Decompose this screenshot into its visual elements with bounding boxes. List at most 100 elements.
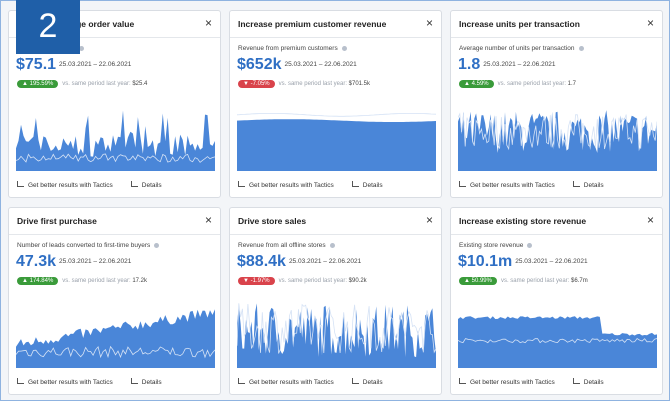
arrow: ▲ xyxy=(22,278,30,284)
tactics-text: Get better results with Tactics xyxy=(470,379,555,386)
close-button[interactable]: × xyxy=(425,213,433,227)
comparison-value: $6.7m xyxy=(571,278,588,284)
icon xyxy=(572,378,580,384)
details-link[interactable]: Details xyxy=(351,181,383,189)
period: 25.03.2021 – 22.06.2021 xyxy=(59,61,132,68)
info-icon xyxy=(527,242,533,248)
close-button[interactable]: × xyxy=(646,213,654,227)
tactics-link[interactable]: Get better results with Tactics xyxy=(17,181,113,189)
card-title: Drive store sales xyxy=(238,216,307,226)
value-text: 47.3k xyxy=(16,253,57,270)
close-button[interactable]: × xyxy=(204,213,212,227)
sparkline xyxy=(16,309,215,368)
icon xyxy=(130,181,138,187)
kpi-card: Increase existing store revenue × Existing… xyxy=(450,207,663,395)
metric-label: Average number of units per transaction xyxy=(459,45,584,52)
period: 25.03.2021 – 22.06.2021 xyxy=(483,61,556,68)
icon xyxy=(238,181,245,187)
change-text: 50.99% xyxy=(471,278,492,284)
kpi-card: Increase premium customer revenue × Revenu… xyxy=(229,10,442,198)
comparison-value: 17.2k xyxy=(132,278,148,284)
details-link[interactable]: Details xyxy=(572,378,604,386)
close-button[interactable]: × xyxy=(646,16,654,30)
metric-value: $652k 25.03.2021 – 22.06.2021 xyxy=(237,56,357,74)
close-button[interactable]: × xyxy=(204,16,212,30)
comparison-label: vs. same period last year: xyxy=(500,278,570,284)
details-link[interactable]: Details xyxy=(572,181,604,189)
tactics-link[interactable]: Get better results with Tactics xyxy=(459,378,555,386)
divider xyxy=(230,37,441,38)
kpi-card: Drive first purchase × Number of leads con… xyxy=(8,207,221,395)
tactics-text: Get better results with Tactics xyxy=(249,182,334,189)
sparkline xyxy=(237,303,436,368)
kpi-card: Increase average order value×Average ord… xyxy=(8,10,221,198)
card-footer: Get better results with Tactics Details xyxy=(17,378,180,386)
metric-value: $10.1m 25.03.2021 – 22.06.2021 xyxy=(458,253,588,271)
comparison: ▼ -1.97% vs. same period last year: $90.2… xyxy=(238,277,367,285)
details-link[interactable]: Details xyxy=(130,181,162,189)
icon xyxy=(351,181,359,187)
details-link[interactable]: Details xyxy=(130,378,162,386)
area xyxy=(16,309,215,368)
kpi-card: Drive store sales × Revenue from all offli… xyxy=(229,207,442,395)
info-icon xyxy=(154,242,160,248)
metric-label: Revenue from all offline stores xyxy=(238,242,335,249)
comparison-value: 1.7 xyxy=(567,81,577,87)
details-text: Details xyxy=(583,379,604,386)
arrow: ▼ xyxy=(243,81,251,87)
comparison: ▲ 195.59% vs. same period last year: $25.… xyxy=(17,80,147,88)
arrow: ▲ xyxy=(464,81,472,87)
change-badge: ▼ -7.05% xyxy=(238,80,275,88)
details-text: Details xyxy=(362,182,383,189)
icon xyxy=(17,378,24,384)
metric-value: $88.4k 25.03.2021 – 22.06.2021 xyxy=(237,253,361,271)
step-badge: 2 xyxy=(16,0,80,54)
icon xyxy=(459,378,466,384)
value-text: $75.1 xyxy=(16,56,57,73)
metric-label-text: Revenue from all offline stores xyxy=(238,242,326,249)
arrow: ▲ xyxy=(22,81,30,87)
last-year-line xyxy=(16,345,215,359)
tactics-text: Get better results with Tactics xyxy=(249,379,334,386)
comparison: ▼ -7.05% vs. same period last year: $701.… xyxy=(238,80,370,88)
tactics-link[interactable]: Get better results with Tactics xyxy=(238,181,334,189)
comparison-label: vs. same period last year: xyxy=(62,81,131,87)
metric-label-text: Number of leads converted to first-time … xyxy=(17,242,151,249)
sparkline xyxy=(237,113,436,171)
details-text: Details xyxy=(583,182,604,189)
info-icon xyxy=(79,45,85,51)
card-title: Increase units per transaction xyxy=(459,19,580,29)
card-footer: Get better results with Tactics Details xyxy=(17,181,180,189)
metric-label: Existing store revenue xyxy=(459,242,533,249)
value-text: $652k xyxy=(237,56,282,73)
sparkline xyxy=(458,110,657,171)
change-text: -7.05% xyxy=(250,81,270,87)
comparison-label: vs. same period last year: xyxy=(62,278,131,284)
change-badge: ▲ 50.99% xyxy=(459,277,497,285)
divider xyxy=(451,37,662,38)
icon xyxy=(130,378,138,384)
divider xyxy=(9,37,220,38)
last-year-line xyxy=(237,303,436,354)
tactics-link[interactable]: Get better results with Tactics xyxy=(17,378,113,386)
card-title: Increase premium customer revenue xyxy=(238,19,387,29)
close-button[interactable]: × xyxy=(425,16,433,30)
change-text: 4.59% xyxy=(471,81,489,87)
details-link[interactable]: Details xyxy=(351,378,383,386)
comparison-label: vs. same period last year: xyxy=(278,278,347,284)
tactics-text: Get better results with Tactics xyxy=(28,379,113,386)
metric-label-text: Revenue from premium customers xyxy=(238,45,338,52)
tactics-link[interactable]: Get better results with Tactics xyxy=(238,378,334,386)
info-icon xyxy=(578,45,584,51)
divider xyxy=(9,234,220,235)
metric-label: Number of leads converted to first-time … xyxy=(17,242,160,249)
comparison-label: vs. same period last year: xyxy=(497,81,566,87)
info-icon xyxy=(329,242,335,248)
period: 25.03.2021 – 22.06.2021 xyxy=(288,258,362,265)
metric-value: 47.3k 25.03.2021 – 22.06.2021 xyxy=(16,253,131,271)
card-title: Drive first purchase xyxy=(17,216,97,226)
tactics-link[interactable]: Get better results with Tactics xyxy=(459,181,555,189)
sparkline xyxy=(458,316,657,368)
comparison-value: $701.5k xyxy=(348,81,371,87)
change-text: 174.84% xyxy=(29,278,54,284)
